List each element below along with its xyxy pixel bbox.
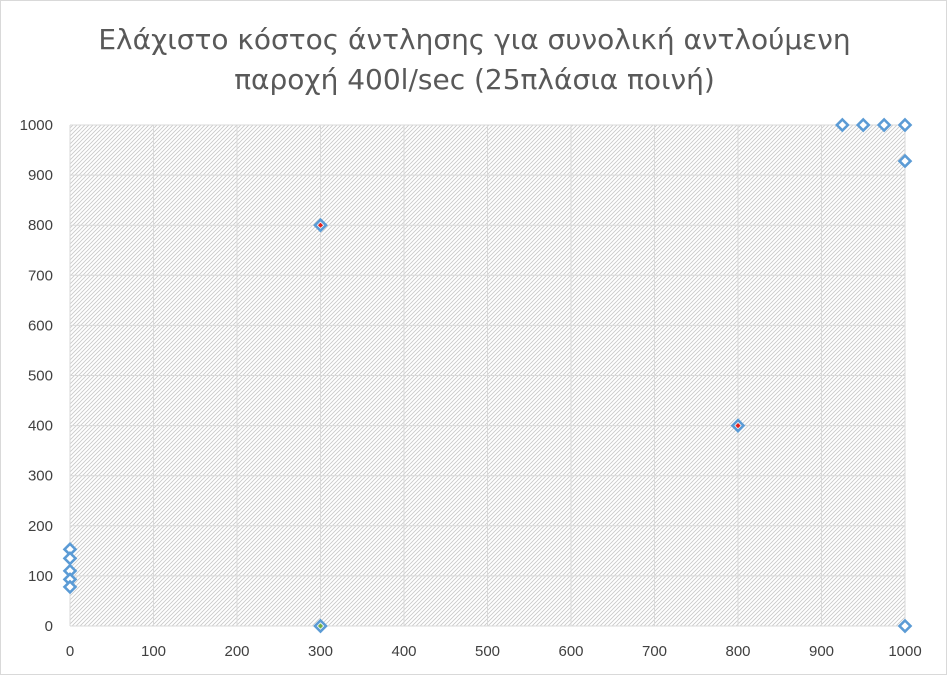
y-tick-label: 100 (28, 568, 53, 585)
y-tick-label: 0 (45, 618, 53, 635)
data-point (62, 579, 78, 595)
x-tick-label: 1000 (888, 643, 921, 660)
data-point (876, 117, 892, 133)
x-tick-label: 900 (809, 643, 834, 660)
data-points (62, 117, 913, 634)
x-tick-label: 300 (308, 643, 333, 660)
x-tick-label: 400 (391, 643, 416, 660)
y-tick-label: 600 (28, 317, 53, 334)
data-point (855, 117, 871, 133)
data-point (897, 117, 913, 133)
x-tick-label: 200 (224, 643, 249, 660)
data-point (730, 418, 746, 433)
x-tick-label: 600 (558, 643, 583, 660)
y-tick-label: 1000 (20, 117, 53, 134)
data-point (897, 618, 913, 634)
x-tick-label: 800 (725, 643, 750, 660)
data-point (835, 117, 850, 133)
data-point (313, 618, 328, 634)
y-tick-label: 300 (28, 468, 53, 485)
x-tick-label: 500 (475, 643, 500, 660)
y-tick-label: 700 (28, 267, 53, 284)
y-tick-label: 800 (28, 217, 53, 234)
x-tick-label: 0 (66, 643, 74, 660)
data-point (313, 217, 328, 233)
x-tick-label: 700 (642, 643, 667, 660)
y-tick-label: 500 (28, 368, 53, 385)
x-tick-label: 100 (141, 643, 166, 660)
y-tick-label: 400 (28, 418, 53, 435)
tick-labels: 0 100 200 300 400 500 600 700 800 900 1000 0 100 200 3… (20, 117, 922, 660)
chart-title-line-2: παροχή 400l/sec (25πλάσια ποινή) (234, 63, 715, 96)
data-point (897, 153, 913, 169)
chart-title-line-1: Ελάχιστο κόστος άντλησης για συνολική αν… (98, 23, 851, 56)
grid-lines (69, 124, 906, 627)
y-tick-label: 200 (28, 518, 53, 535)
y-tick-label: 900 (28, 167, 53, 184)
